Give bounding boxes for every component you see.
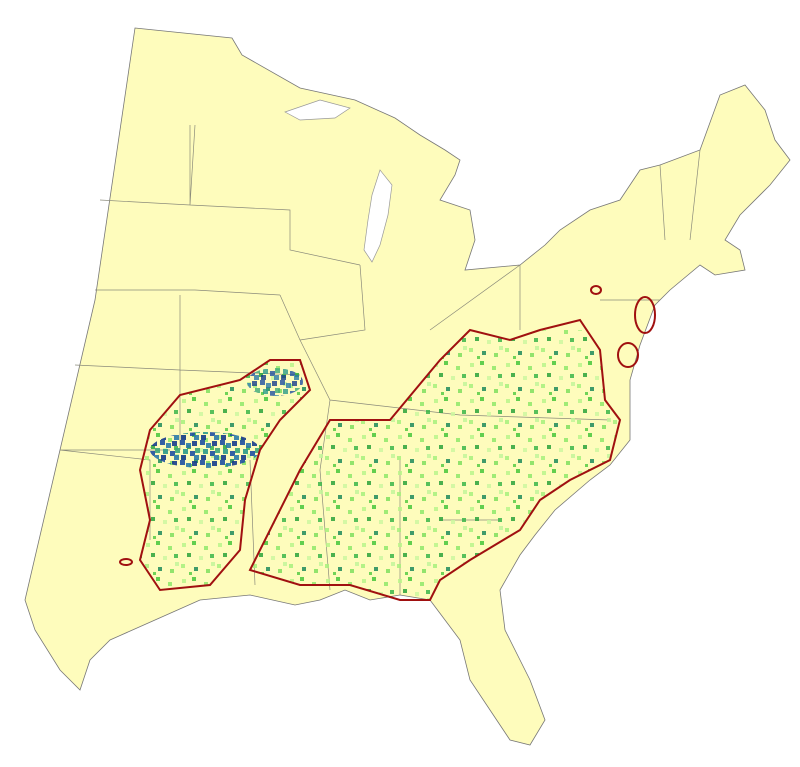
range-outline xyxy=(119,285,656,601)
lake-superior xyxy=(284,99,351,121)
dense-cluster xyxy=(150,432,260,468)
dense-cluster xyxy=(247,368,303,396)
land xyxy=(24,27,791,746)
lake-michigan xyxy=(363,169,393,263)
